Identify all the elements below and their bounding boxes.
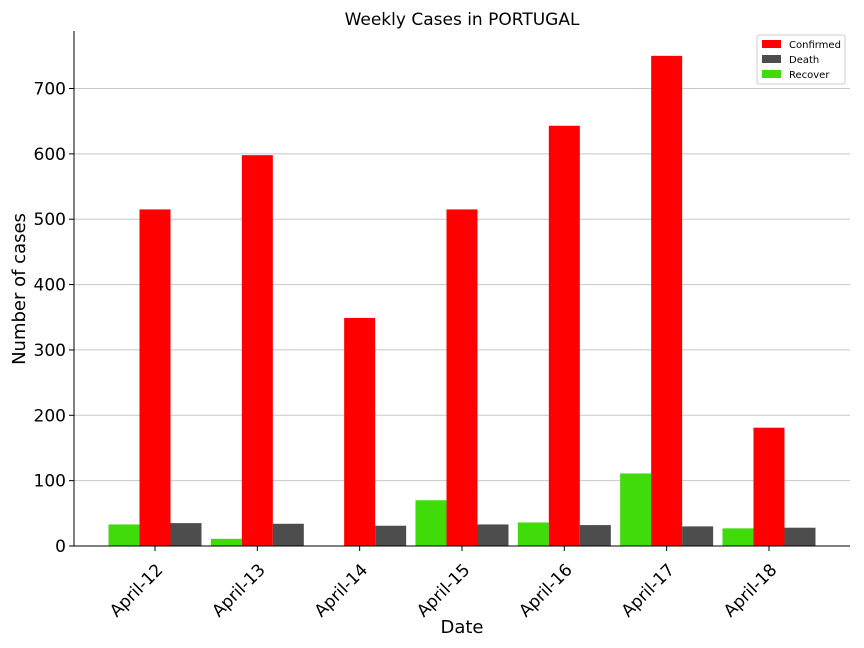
- x-tick-label: April-12: [106, 560, 167, 621]
- chart-title: Weekly Cases in PORTUGAL: [345, 10, 580, 30]
- x-tick-label: April-13: [208, 560, 269, 621]
- bar-confirmed: [753, 427, 785, 546]
- y-axis: 0 100 200 300 400 500 600 700: [34, 31, 75, 557]
- y-tick-label: 0: [55, 537, 66, 557]
- y-tick-label: 300: [34, 341, 66, 361]
- legend-label-recover: Recover: [789, 70, 830, 81]
- bar-recover: [108, 524, 140, 546]
- legend-label-death: Death: [789, 55, 819, 66]
- y-tick-label: 100: [34, 472, 66, 492]
- x-axis: April-12 April-13 April-14 April-15 April-16…: [74, 545, 850, 621]
- bar-death: [272, 523, 304, 546]
- bar-recover: [722, 528, 754, 546]
- bar-death: [477, 524, 509, 546]
- bar-recover: [415, 500, 447, 546]
- bar-death: [579, 525, 611, 546]
- y-tick-label: 700: [34, 80, 66, 100]
- bar-death: [682, 526, 714, 546]
- bars: [108, 55, 816, 547]
- bar-death: [375, 525, 407, 546]
- bar-confirmed: [344, 317, 376, 546]
- legend-swatch-recover: [762, 70, 781, 78]
- bar-confirmed: [548, 125, 580, 546]
- legend-swatch-death: [762, 55, 781, 63]
- bar-confirmed: [139, 209, 171, 546]
- x-tick-label: April-18: [720, 560, 781, 621]
- y-tick-label: 500: [34, 210, 66, 230]
- x-tick-label: April-16: [515, 560, 576, 621]
- bar-confirmed: [241, 155, 273, 547]
- bar-recover: [620, 473, 652, 546]
- bar-recover: [210, 538, 242, 546]
- x-tick-label: April-17: [618, 560, 679, 621]
- bar-recover: [517, 522, 549, 546]
- bar-confirmed: [651, 55, 683, 547]
- legend-swatch-confirmed: [762, 40, 781, 48]
- legend: Confirmed Death Recover: [756, 34, 846, 85]
- bar-confirmed: [446, 209, 478, 546]
- x-tick-label: April-14: [311, 560, 372, 621]
- y-tick-label: 400: [34, 276, 66, 296]
- y-tick-label: 600: [34, 145, 66, 165]
- bar-death: [170, 523, 202, 546]
- y-axis-title: Number of cases: [9, 213, 30, 365]
- x-tick-label: April-15: [413, 560, 474, 621]
- y-tick-label: 200: [34, 406, 66, 426]
- x-axis-title: Date: [440, 617, 483, 638]
- bar-death: [784, 527, 816, 546]
- legend-label-confirmed: Confirmed: [789, 40, 841, 51]
